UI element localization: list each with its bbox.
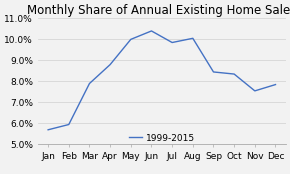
1999-2015 (88, 82, 91, 85)
1999-2015 (274, 84, 277, 86)
Title: Monthly Share of Annual Existing Home Sales: Monthly Share of Annual Existing Home Sa… (27, 4, 290, 17)
1999-2015 (232, 73, 236, 75)
1999-2015 (171, 41, 174, 44)
1999-2015 (108, 64, 112, 66)
Line: 1999-2015: 1999-2015 (48, 31, 276, 130)
1999-2015 (212, 71, 215, 73)
Legend: 1999-2015: 1999-2015 (129, 133, 195, 143)
1999-2015 (46, 129, 50, 131)
1999-2015 (129, 38, 133, 40)
1999-2015 (150, 30, 153, 32)
1999-2015 (253, 90, 257, 92)
1999-2015 (191, 37, 195, 39)
1999-2015 (67, 124, 70, 126)
